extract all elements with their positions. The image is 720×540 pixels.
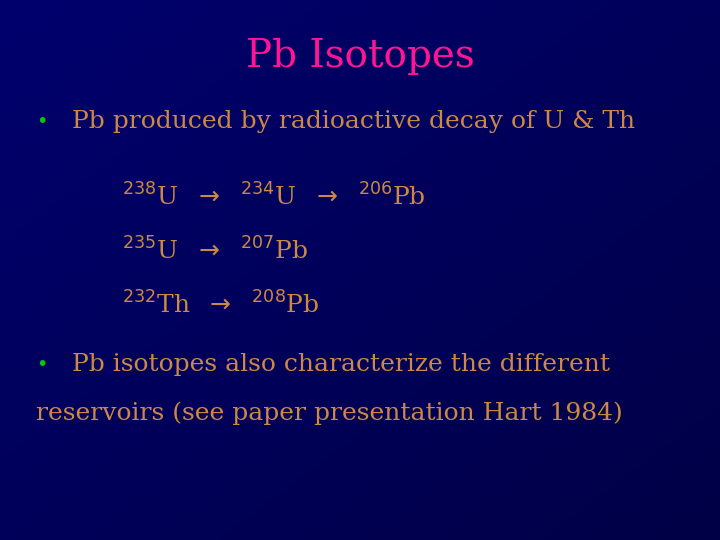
Text: Pb Isotopes: Pb Isotopes [246,38,474,75]
Text: •: • [36,355,48,374]
Text: reservoirs (see paper presentation Hart 1984): reservoirs (see paper presentation Hart … [36,401,623,425]
Text: $^{232}$Th  $\rightarrow$  $^{208}$Pb: $^{232}$Th $\rightarrow$ $^{208}$Pb [122,292,320,319]
Text: Pb produced by radioactive decay of U & Th: Pb produced by radioactive decay of U & … [72,110,635,133]
Text: $^{238}$U  $\rightarrow$  $^{234}$U  $\rightarrow$  $^{206}$Pb: $^{238}$U $\rightarrow$ $^{234}$U $\righ… [122,184,426,211]
Text: $^{235}$U  $\rightarrow$  $^{207}$Pb: $^{235}$U $\rightarrow$ $^{207}$Pb [122,238,308,265]
Text: •: • [36,112,48,131]
Text: Pb isotopes also characterize the different: Pb isotopes also characterize the differ… [72,353,610,376]
